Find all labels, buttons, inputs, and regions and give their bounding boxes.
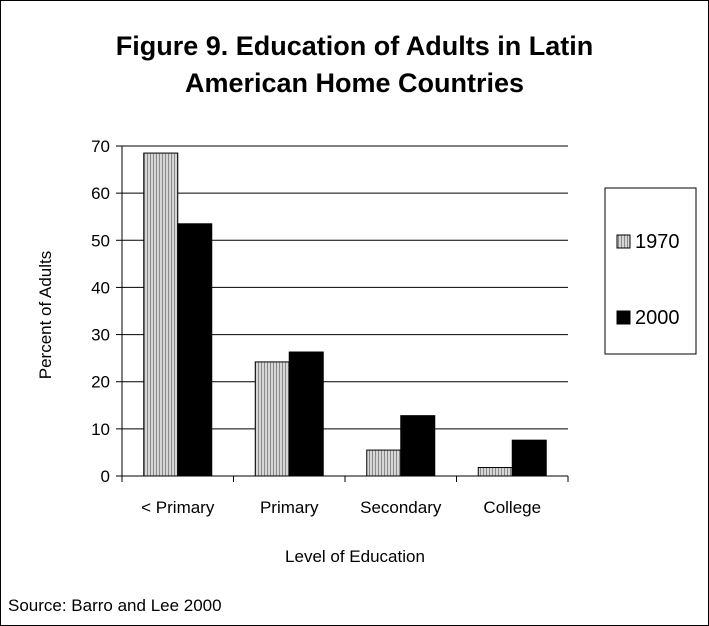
x-tick-label-0: < Primary <box>141 498 215 517</box>
axes <box>116 145 569 482</box>
bar-1970-1 <box>254 361 290 477</box>
y-tick-label-40: 40 <box>91 278 110 297</box>
bar-2000-1 <box>288 351 324 477</box>
chart-title-line-2: American Home Countries <box>184 68 525 98</box>
y-axis-title: Percent of Adults <box>36 251 55 380</box>
x-axis-title: Level of Education <box>285 547 425 566</box>
y-tick-label-60: 60 <box>91 184 110 203</box>
y-tick-label-50: 50 <box>91 231 110 250</box>
y-tick-label-20: 20 <box>91 373 110 392</box>
y-tick-label-70: 70 <box>91 137 110 156</box>
chart-title-line-1: Figure 9. Education of Adults in Latin <box>115 31 594 61</box>
bar-1970-2 <box>366 449 402 477</box>
source-note: Source: Barro and Lee 2000 <box>8 596 222 615</box>
x-tick-label-3: College <box>483 498 541 517</box>
legend-box <box>604 187 697 355</box>
x-tick-label-1: Primary <box>260 498 319 517</box>
y-tick-label-30: 30 <box>91 326 110 345</box>
bar-2000-2 <box>400 415 436 477</box>
x-tick-label-2: Secondary <box>360 498 442 517</box>
chart-title: Figure 9. Education of Adults in Latin A… <box>0 28 709 102</box>
legend-label-1970: 1970 <box>635 231 680 253</box>
bar-1970-0 <box>143 152 179 477</box>
y-tick-label-10: 10 <box>91 420 110 439</box>
y-tick-label-0: 0 <box>101 467 110 486</box>
bar-2000-0 <box>177 223 213 477</box>
bars <box>143 152 547 477</box>
bar-2000-3 <box>511 439 547 477</box>
legend: 1970 2000 <box>604 187 697 355</box>
legend-swatch-1970 <box>616 234 631 249</box>
axis-labels: 0 10 20 30 40 50 60 70 < Primary Primary Secondary… <box>36 137 541 566</box>
legend-swatch-2000 <box>616 310 631 325</box>
bar-1970-3 <box>477 467 513 477</box>
legend-label-2000: 2000 <box>635 307 680 329</box>
